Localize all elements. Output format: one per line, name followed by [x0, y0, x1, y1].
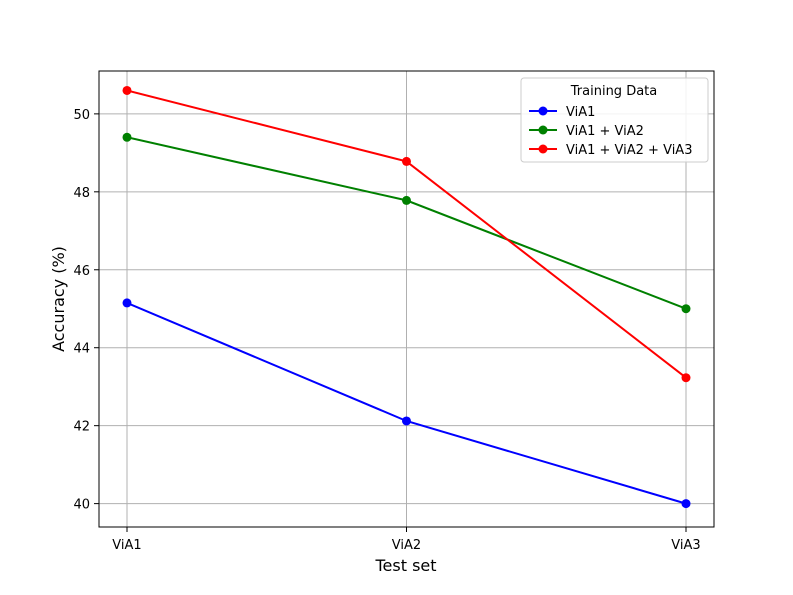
- y-tick-label: 46: [73, 264, 90, 279]
- data-point-via1-via2: [681, 304, 691, 314]
- axis-ticks: ViA1 ViA2 ViA3 40 42 44 46 48 50: [73, 108, 700, 553]
- x-axis-label: Test set: [374, 556, 436, 575]
- legend-entries: ViA1 ViA1 + ViA2 ViA1 + ViA2 + ViA3: [529, 105, 692, 158]
- data-point-via1: [122, 298, 132, 308]
- legend-box: [520, 77, 709, 163]
- y-tick-label: 48: [73, 186, 90, 201]
- data-point-via1: [402, 416, 411, 426]
- legend-title: Training Data: [570, 84, 657, 99]
- legend-label-via1-via2: ViA1 + ViA2: [566, 124, 644, 139]
- data-series: [122, 85, 691, 509]
- data-point-via1-via2-via3: [402, 156, 411, 166]
- legend-label-via1-via2-via3: ViA1 + ViA2 + ViA3: [566, 143, 692, 158]
- x-tick-label: ViA2: [392, 538, 421, 553]
- y-tick-label: 42: [73, 420, 90, 435]
- x-tick-label: ViA1: [112, 538, 141, 553]
- data-point-via1-via2: [402, 195, 411, 205]
- y-tick-label: 40: [73, 498, 90, 513]
- data-point-via1-via2-via3: [122, 85, 132, 95]
- legend-marker-via1-via2: [538, 125, 548, 135]
- x-tick-label: ViA3: [671, 538, 700, 553]
- legend-marker-via1: [538, 106, 548, 116]
- legend-label-via1: ViA1: [566, 105, 595, 120]
- legend: Training Data ViA1 ViA1 + ViA2 ViA1 + ViA2…: [520, 77, 709, 163]
- y-tick-label: 44: [73, 342, 90, 357]
- y-tick-label: 50: [73, 108, 90, 123]
- y-axis-label: Accuracy (%): [49, 246, 68, 352]
- data-point-via1-via2-via3: [681, 373, 691, 383]
- data-point-via1: [681, 499, 691, 509]
- data-point-via1-via2: [122, 132, 132, 142]
- legend-marker-via1-via2-via3: [538, 144, 548, 154]
